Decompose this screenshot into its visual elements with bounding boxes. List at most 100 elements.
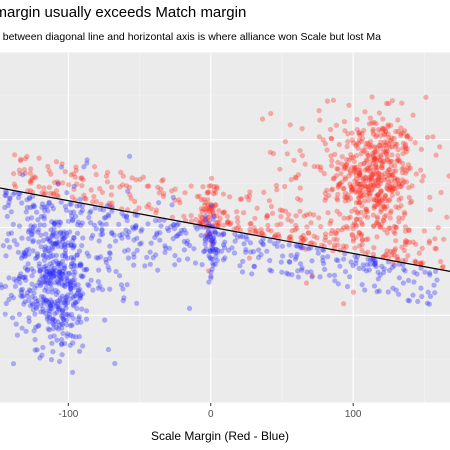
- scatter-point: [361, 178, 367, 184]
- scatter-point: [67, 342, 73, 348]
- scatter-point: [26, 298, 32, 304]
- scatter-point: [354, 223, 360, 229]
- scatter-point: [380, 217, 386, 223]
- scatter-point: [410, 112, 416, 118]
- scatter-point: [361, 160, 367, 166]
- scatter-point: [349, 164, 355, 171]
- scatter-point: [402, 268, 408, 274]
- scatter-point: [322, 237, 328, 243]
- scatter-point: [413, 171, 419, 177]
- scatter-point: [207, 255, 213, 261]
- scatter-point: [133, 225, 139, 231]
- scatter-point: [400, 145, 406, 151]
- scatter-point: [43, 280, 50, 286]
- scatter-point: [49, 316, 56, 322]
- scatter-point: [344, 143, 350, 150]
- scatter-point: [401, 165, 407, 171]
- scatter-point: [157, 230, 163, 236]
- scatter-point: [247, 221, 253, 227]
- scatter-point: [27, 204, 34, 211]
- scatter-point: [350, 183, 356, 189]
- scatter-point: [71, 262, 77, 269]
- scatter-point: [131, 262, 137, 268]
- scatter-point: [85, 281, 91, 287]
- scatter-point: [146, 183, 152, 189]
- scatter-point: [306, 230, 312, 236]
- scatter-point: [390, 285, 396, 291]
- scatter-point: [407, 200, 413, 206]
- scatter-point: [120, 298, 126, 304]
- scatter-point: [369, 177, 375, 183]
- scatter-point: [56, 281, 62, 287]
- scatter-point: [29, 177, 35, 183]
- scatter-point: [398, 125, 404, 131]
- scatter-point: [387, 248, 393, 254]
- scatter-point: [93, 226, 99, 232]
- scatter-point: [380, 202, 386, 208]
- scatter-point: [156, 190, 162, 196]
- scatter-point: [217, 215, 223, 221]
- scatter-point: [60, 239, 66, 245]
- scatter-point: [356, 265, 362, 271]
- scatter-point: [364, 157, 370, 164]
- scatter-point: [235, 224, 241, 230]
- scatter-point: [330, 176, 336, 182]
- scatter-point: [40, 309, 46, 315]
- scatter-point: [204, 232, 210, 238]
- scatter-point: [188, 213, 194, 219]
- scatter-point: [7, 195, 13, 201]
- scatter-point: [49, 240, 55, 246]
- scatter-point: [434, 277, 440, 283]
- scatter-point: [343, 195, 349, 201]
- scatter-point: [304, 224, 310, 230]
- scatter-point: [385, 122, 391, 128]
- scatter-point: [75, 289, 81, 295]
- scatter-point: [337, 263, 343, 269]
- scatter-point: [375, 269, 381, 275]
- scatter-point: [384, 151, 390, 157]
- scatter-point: [83, 308, 90, 314]
- x-tick-label: -100: [58, 409, 78, 420]
- scatter-point: [117, 232, 123, 238]
- scatter-point: [331, 175, 337, 181]
- scatter-point: [134, 235, 140, 241]
- scatter-point: [155, 184, 161, 190]
- scatter-point: [372, 259, 378, 265]
- scatter-point: [72, 280, 78, 286]
- scatter-point: [98, 254, 104, 260]
- scatter-point: [343, 223, 350, 230]
- scatter-point: [250, 249, 257, 255]
- scatter-point: [215, 231, 221, 237]
- scatter-point: [59, 352, 65, 358]
- scatter-point: [39, 190, 45, 196]
- scatter-point: [354, 253, 361, 259]
- scatter-point: [278, 221, 284, 227]
- scatter-point: [55, 243, 61, 249]
- scatter-point: [225, 220, 231, 226]
- scatter-point: [394, 254, 400, 260]
- scatter-point: [60, 236, 66, 242]
- scatter-point: [390, 260, 396, 266]
- scatter-point: [36, 184, 42, 190]
- scatter-point: [15, 249, 21, 255]
- scatter-point: [181, 213, 187, 219]
- scatter-point: [386, 100, 392, 107]
- scatter-point: [309, 258, 315, 264]
- scatter-point: [297, 197, 303, 203]
- scatter-point: [370, 167, 376, 173]
- scatter-point: [403, 146, 409, 152]
- scatter-point: [384, 176, 390, 182]
- scatter-point: [221, 209, 227, 215]
- scatter-point: [386, 187, 392, 193]
- scatter-point: [352, 164, 358, 170]
- scatter-point: [306, 246, 312, 252]
- scatter-point: [298, 244, 305, 250]
- scatter-point: [70, 217, 76, 223]
- scatter-point: [356, 199, 362, 205]
- scatter-point: [109, 208, 115, 214]
- scatter-point: [208, 238, 215, 244]
- scatter-point: [419, 293, 425, 300]
- scatter-point: [376, 110, 382, 116]
- scatter-point: [202, 241, 208, 247]
- scatter-point: [405, 297, 411, 303]
